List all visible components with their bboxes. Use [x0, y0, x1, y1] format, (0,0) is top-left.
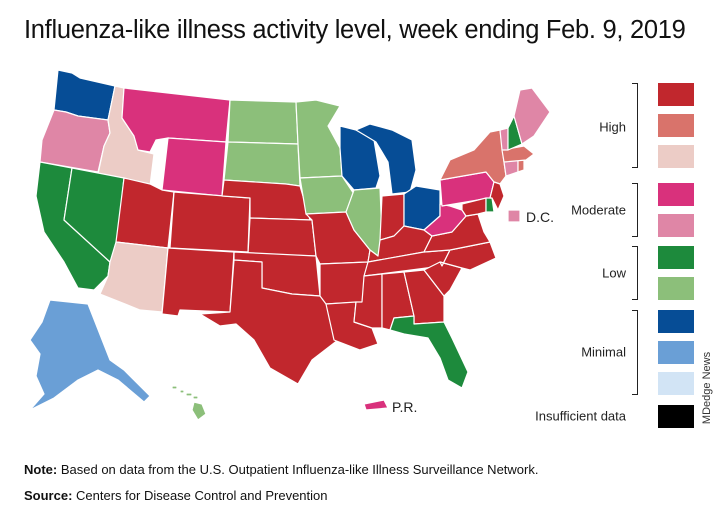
- state-vermont[interactable]: [499, 127, 509, 151]
- state-new-jersey[interactable]: [489, 181, 505, 211]
- state-arkansas[interactable]: [319, 261, 369, 305]
- state-massachusetts[interactable]: [501, 145, 535, 163]
- legend-bracket-moderate: [632, 183, 638, 237]
- legend-swatch-low-1: [658, 277, 694, 300]
- legend-swatch-mod-2: [658, 183, 694, 206]
- note-label: Note:: [24, 462, 58, 477]
- legend-bracket-low: [632, 246, 638, 300]
- state-wyoming[interactable]: [161, 137, 227, 197]
- state-hawaii[interactable]: [171, 385, 207, 421]
- legend-swatch-low-2: [658, 246, 694, 269]
- pr-label: P.R.: [392, 399, 417, 415]
- note-line: Note: Based on data from the U.S. Outpat…: [24, 462, 538, 477]
- state-montana[interactable]: [121, 87, 231, 153]
- state-minnesota[interactable]: [295, 99, 343, 179]
- legend-swatch-min-2: [658, 341, 694, 364]
- state-kansas[interactable]: [247, 217, 317, 257]
- legend-swatch-min-3: [658, 310, 694, 333]
- state-alaska[interactable]: [29, 299, 151, 411]
- legend-swatch-min-1: [658, 372, 694, 395]
- us-flu-map: D.C. P.R.: [29, 69, 554, 421]
- legend-swatch-mod-1: [658, 214, 694, 237]
- legend-swatch-high-1: [658, 145, 694, 168]
- credit-text: MDedge News: [701, 351, 713, 425]
- dc-marker[interactable]: [507, 209, 521, 223]
- source-text: Centers for Disease Control and Preventi…: [76, 488, 328, 503]
- state-florida[interactable]: [389, 315, 469, 389]
- legend-swatch-insufficient: [658, 405, 694, 428]
- state-north-dakota[interactable]: [227, 99, 299, 145]
- legend-swatch-high-3: [658, 83, 694, 106]
- state-colorado[interactable]: [169, 191, 251, 253]
- source-line: Source: Centers for Disease Control and …: [24, 488, 328, 503]
- dc-label: D.C.: [526, 209, 554, 225]
- legend-bracket-minimal: [632, 310, 638, 395]
- state-iowa[interactable]: [299, 175, 355, 215]
- legend-bracket-high: [632, 83, 638, 168]
- state-south-carolina[interactable]: [423, 261, 463, 297]
- territory-puerto-rico[interactable]: [363, 399, 389, 411]
- state-rhode-island[interactable]: [517, 159, 525, 173]
- state-michigan[interactable]: [355, 123, 417, 195]
- source-label: Source:: [24, 488, 73, 503]
- state-maine[interactable]: [513, 87, 551, 145]
- map-title: Influenza-like illness activity level, w…: [24, 16, 686, 44]
- state-south-dakota[interactable]: [223, 141, 301, 187]
- legend-swatch-high-2: [658, 114, 694, 137]
- state-texas[interactable]: [199, 259, 339, 385]
- state-oregon[interactable]: [39, 109, 111, 173]
- note-text: Based on data from the U.S. Outpatient I…: [60, 462, 539, 477]
- state-new-mexico[interactable]: [161, 247, 235, 317]
